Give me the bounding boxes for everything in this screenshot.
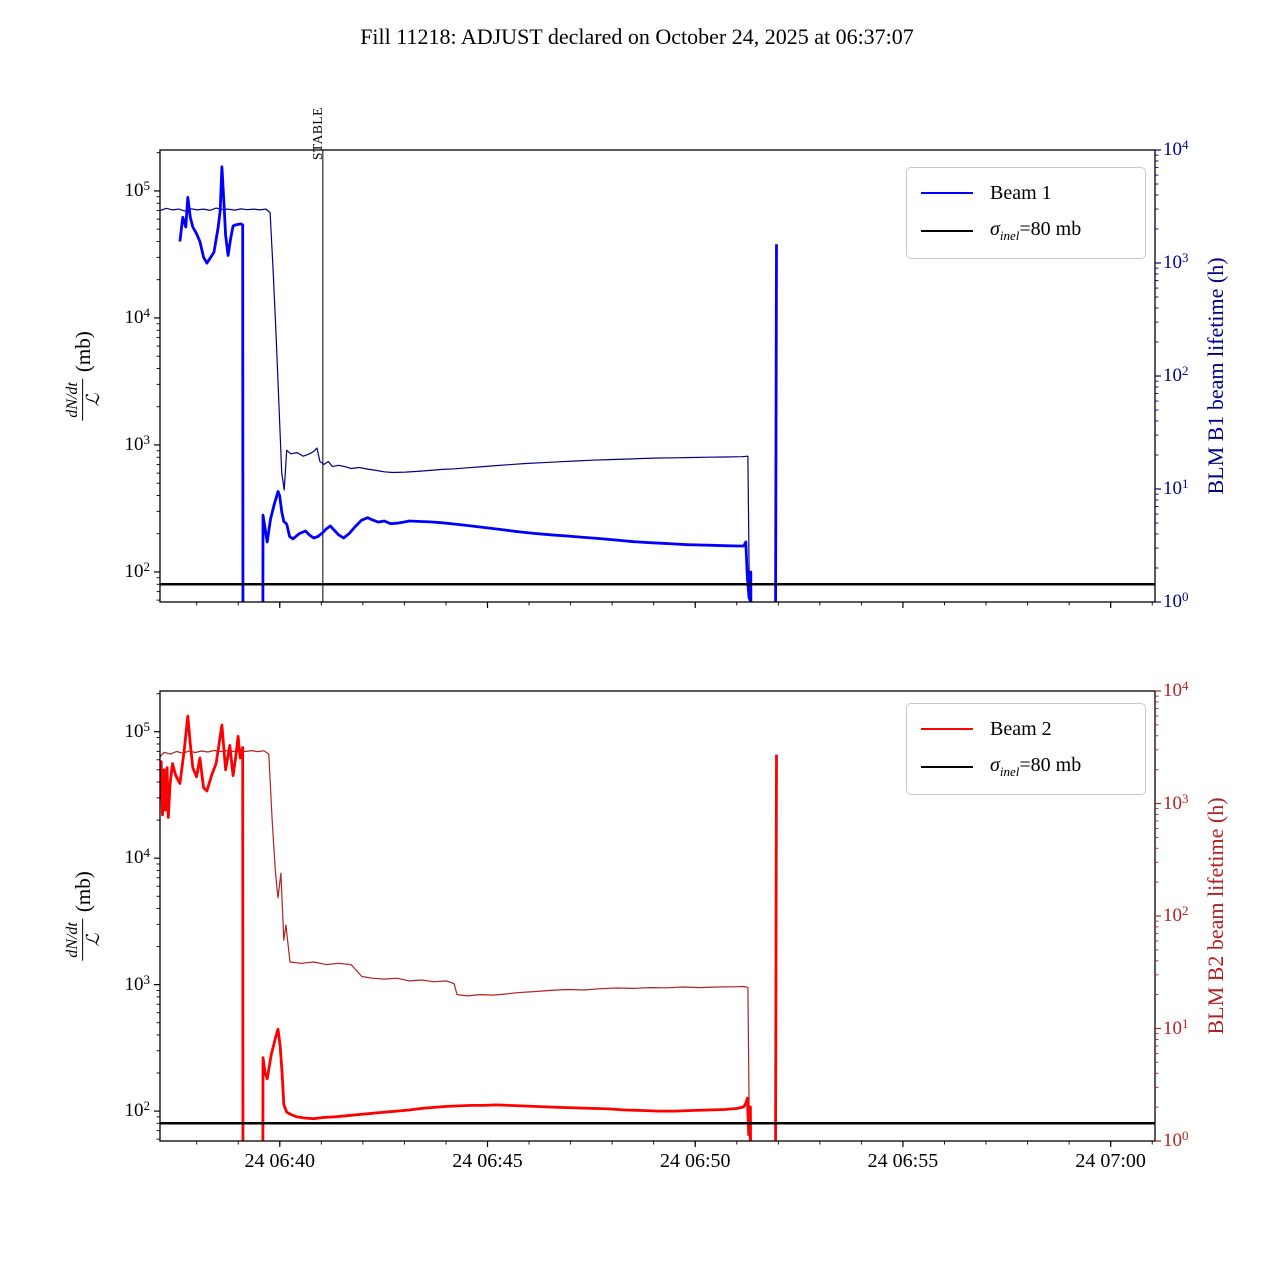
y-axis-title-bottom-right: BLM B2 beam lifetime (h) xyxy=(1203,797,1228,1035)
cross-section-fraction: dN/dt ℒ xyxy=(63,379,105,421)
beam2-line-swatch xyxy=(921,728,973,731)
legend-entry-sigma: σinel=80 mb xyxy=(921,218,1145,244)
sigma-line-swatch xyxy=(921,230,973,233)
series-beam-1 xyxy=(774,244,778,602)
sigma-line-swatch xyxy=(921,766,973,769)
series-beam-2 xyxy=(160,714,245,1141)
cross-section-fraction: dN/dt ℒ xyxy=(63,919,105,961)
legend-beam1: Beam 1 σinel=80 mb xyxy=(906,167,1146,259)
y-axis-title-top-left: dN/dt ℒ (mb) xyxy=(63,331,105,421)
series-beam-1 xyxy=(261,490,753,602)
series-blm-b1-beam-lifetime xyxy=(160,207,751,602)
subplot-top xyxy=(154,149,1161,608)
beam1-line-swatch xyxy=(921,192,973,195)
series-beam-2 xyxy=(261,1027,752,1141)
legend-entry-sigma: σinel=80 mb xyxy=(921,754,1145,780)
y-axis-title-top-right: BLM B1 beam lifetime (h) xyxy=(1203,257,1228,495)
series-blm-b2-beam-lifetime xyxy=(160,749,751,1141)
legend-beam2: Beam 2 σinel=80 mb xyxy=(906,703,1146,795)
legend-entry-beam1: Beam 1 xyxy=(921,182,1145,205)
subplot-bottom xyxy=(154,690,1161,1147)
legend-entry-beam2: Beam 2 xyxy=(921,718,1145,741)
figure-title: Fill 11218: ADJUST declared on October 2… xyxy=(360,24,914,49)
y-axis-title-bottom-left: dN/dt ℒ (mb) xyxy=(63,871,105,961)
series-beam-1 xyxy=(178,165,245,602)
series-beam-2 xyxy=(774,754,778,1141)
